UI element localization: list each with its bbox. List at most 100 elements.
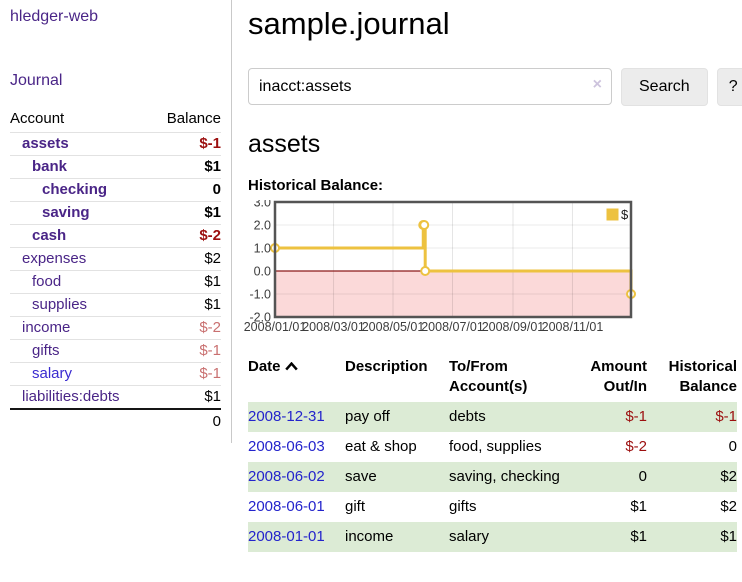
transaction-accounts: debts	[449, 402, 561, 432]
x-tick-label: 2008/11/01	[542, 320, 604, 334]
account-link[interactable]: salary	[32, 365, 73, 382]
x-tick-label: 2008/01/01	[244, 320, 307, 334]
transaction-amount: 0	[561, 462, 647, 492]
x-tick-label: 2008/09/01	[482, 320, 545, 334]
transaction-accounts: saving, checking	[449, 462, 561, 492]
main-content: sample.journal × Search ? assets Histori…	[232, 0, 742, 552]
transaction-date-link[interactable]: 2008-12-31	[248, 408, 325, 425]
account-row: supplies $1	[10, 293, 221, 317]
register-col-date[interactable]: Date	[248, 356, 345, 402]
account-row: assets $-1	[10, 132, 221, 156]
account-balance: $2	[151, 247, 221, 271]
account-row: bank $1	[10, 155, 221, 179]
transaction-balance: $1	[647, 522, 737, 552]
chart-point	[419, 220, 430, 230]
transaction-date-link[interactable]: 2008-06-01	[248, 498, 325, 515]
search-input[interactable]	[248, 68, 612, 105]
transaction-description: gift	[345, 498, 366, 515]
account-row: checking 0	[10, 178, 221, 202]
y-tick-label: 0.0	[254, 265, 271, 279]
account-balance: $-1	[151, 362, 221, 386]
account-link[interactable]: checking	[42, 181, 108, 198]
transaction-row: 2008-06-03 eat & shop food, supplies $-2 0	[248, 432, 737, 462]
app-brand-link[interactable]: hledger-web	[10, 8, 99, 25]
register-col-balance: Historical Balance	[668, 358, 737, 395]
y-tick-label: 3.0	[254, 200, 271, 210]
register-col-amount: Amount Out/In	[590, 358, 647, 395]
y-tick-label: 2.0	[254, 219, 271, 233]
account-link[interactable]: bank	[32, 158, 68, 175]
transaction-amount: $-2	[625, 438, 647, 455]
transaction-balance: 0	[728, 438, 737, 455]
y-tick-label: 1.0	[254, 242, 271, 256]
chart-title: Historical Balance:	[248, 177, 384, 194]
account-link[interactable]: liabilities:debts	[22, 388, 120, 405]
account-balance: $-1	[151, 339, 221, 363]
legend-swatch	[605, 207, 620, 222]
accounts-table: Account Balance assets $-1 bank $1 checking 0…	[10, 108, 221, 433]
account-row: expenses $2	[10, 247, 221, 271]
transaction-balance: $-1	[647, 402, 737, 432]
account-balance: $1	[151, 155, 221, 179]
transaction-date-link[interactable]: 2008-01-01	[248, 528, 325, 545]
account-row: salary $-1	[10, 362, 221, 386]
account-link[interactable]: saving	[42, 204, 90, 221]
account-balance: $1	[151, 385, 221, 409]
account-link[interactable]: cash	[32, 227, 67, 244]
transaction-date-link[interactable]: 2008-06-03	[248, 438, 325, 455]
transaction-row: 2008-01-01 income salary $1 $1	[248, 522, 737, 552]
account-balance: $-2	[151, 224, 221, 248]
sidebar: hledger-web Journal Account Balance asse…	[0, 0, 232, 443]
account-row: food $1	[10, 270, 221, 294]
balance-chart-svg: $3.0 2.0 1.0 0.0 -1.0 -2.02008/01/012008/03/0…	[244, 196, 636, 334]
account-link[interactable]: expenses	[22, 250, 87, 267]
chart-point	[420, 266, 431, 276]
page-title: sample.journal	[248, 6, 450, 41]
account-heading: assets	[248, 130, 321, 158]
account-balance: $-2	[151, 316, 221, 340]
account-balance: $1	[151, 270, 221, 294]
account-balance: $-1	[151, 132, 221, 156]
account-link[interactable]: food	[32, 273, 62, 290]
search-button[interactable]: Search	[621, 68, 708, 106]
account-link[interactable]: income	[22, 319, 71, 336]
y-tick-label: -1.0	[249, 288, 271, 302]
transaction-amount: $1	[561, 522, 647, 552]
historical-balance-chart: $3.0 2.0 1.0 0.0 -1.0 -2.0 2008/01/01 2008/03/0…	[242, 196, 652, 334]
transaction-amount: $1	[630, 498, 647, 515]
help-button[interactable]: ?	[716, 68, 742, 106]
sidebar-item-journal[interactable]: Journal	[10, 72, 63, 89]
account-link[interactable]: gifts	[32, 342, 60, 359]
register-col-description: Description	[345, 358, 428, 375]
account-balance: $1	[151, 293, 221, 317]
accounts-total-row: 0	[10, 408, 221, 433]
account-row: liabilities:debts $1	[10, 385, 221, 409]
search-form: × Search ?	[248, 68, 742, 106]
account-row: cash $-2	[10, 224, 221, 248]
x-tick-label: 2008/07/01	[421, 320, 484, 334]
app: hledger-web Journal Account Balance asse…	[0, 0, 742, 552]
account-link[interactable]: supplies	[32, 296, 88, 313]
legend-label: $	[621, 207, 629, 222]
search-input-wrap: ×	[248, 68, 612, 106]
x-tick-label: 2008/05/01	[362, 320, 425, 334]
accounts-total-value: 0	[151, 408, 221, 433]
register-col-accounts: To/From Account(s)	[449, 358, 528, 395]
account-row: saving $1	[10, 201, 221, 225]
transaction-description: pay off	[345, 402, 449, 432]
register-table: Date Description To/From Account(s) Amou…	[248, 356, 737, 552]
transaction-row: 2008-06-01 gift gifts $1 $2	[248, 492, 737, 522]
account-link[interactable]: assets	[22, 135, 69, 152]
transaction-row: 2008-06-02 save saving, checking 0 $2	[248, 462, 737, 492]
account-row: gifts $-1	[10, 339, 221, 363]
transaction-date-link[interactable]: 2008-06-02	[248, 468, 325, 485]
y-tick-label: -2.0	[249, 311, 271, 325]
account-balance: $1	[151, 201, 221, 225]
transaction-balance: $2	[720, 498, 737, 515]
account-balance: 0	[151, 178, 221, 202]
x-tick-label: 2008/03/01	[302, 320, 365, 334]
sort-ascending-icon	[284, 361, 298, 371]
clear-search-icon[interactable]: ×	[592, 76, 602, 93]
transaction-description: income	[345, 522, 449, 552]
transaction-balance: $2	[647, 462, 737, 492]
